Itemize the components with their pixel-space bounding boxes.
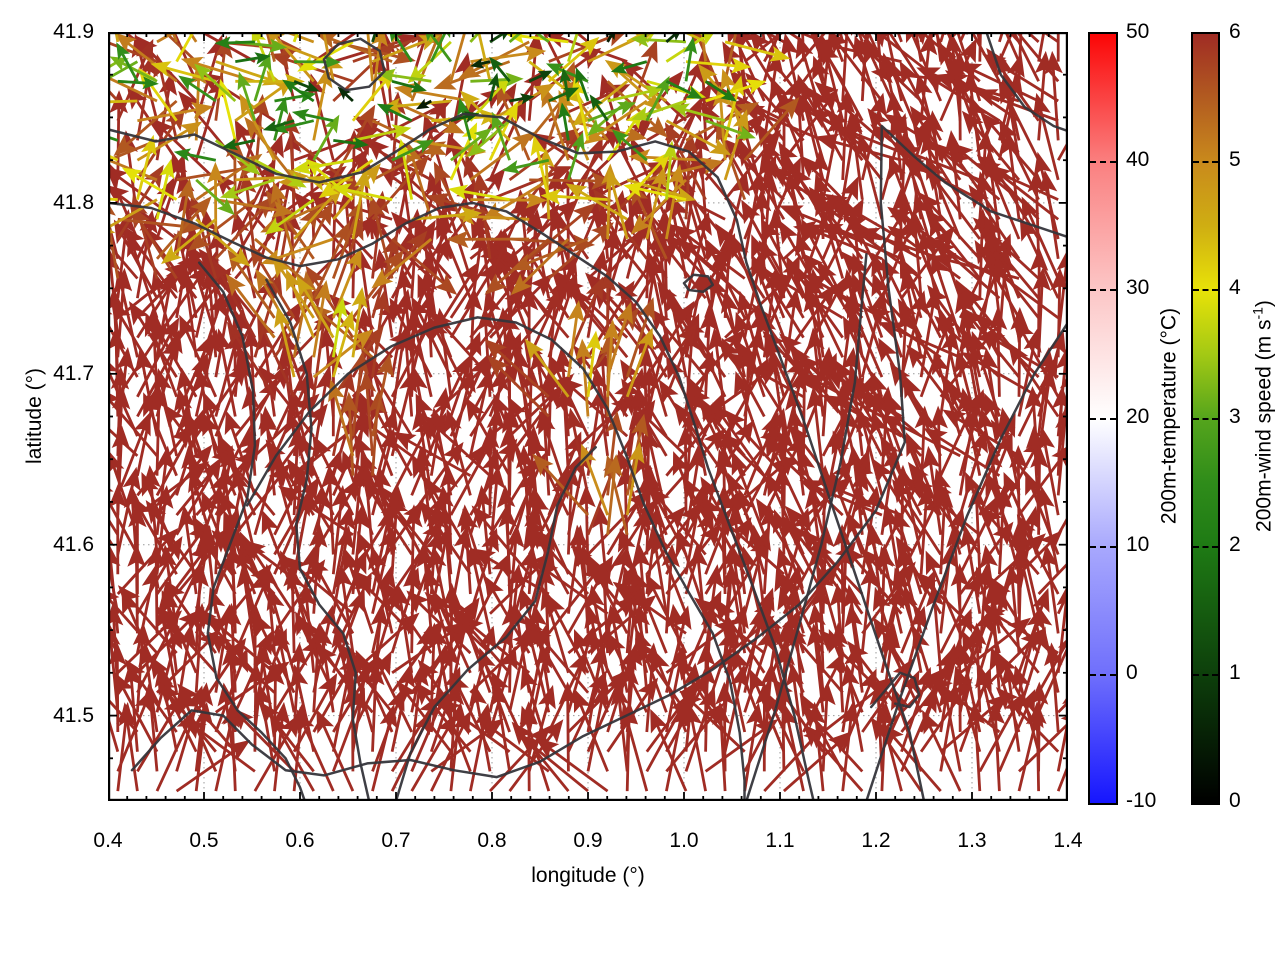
temperature-colorbar-tick-label: 0 (1126, 660, 1138, 684)
wind-speed-colorbar-label-sup: -1 (1249, 307, 1266, 320)
x-tick-label: 0.9 (573, 829, 603, 852)
x-tick-label: 0.4 (93, 829, 123, 852)
x-tick-label: 0.6 (285, 829, 315, 852)
wind-speed-colorbar (1191, 32, 1220, 805)
colorbar-tick-dash (1193, 545, 1218, 548)
colorbar-tick-dash (1193, 289, 1218, 292)
x-tick-label: 0.7 (381, 829, 411, 852)
temperature-colorbar-tick-label: 10 (1126, 532, 1150, 556)
temperature-colorbar-tick-label: 20 (1126, 404, 1150, 428)
temperature-colorbar-tick-label: 50 (1126, 20, 1150, 43)
y-tick-label: 41.7 (53, 361, 94, 385)
colorbar-tick-dash (1193, 161, 1218, 164)
x-tick-label: 0.5 (189, 829, 219, 852)
temperature-colorbar-tick-label: 30 (1126, 276, 1150, 300)
colorbar-tick-dash (1090, 545, 1116, 548)
colorbar-tick-dash (1090, 289, 1116, 292)
wind-speed-colorbar-tick-label: 1 (1229, 660, 1241, 684)
colorbar-tick-dash (1090, 417, 1116, 420)
x-tick-label: 1.2 (861, 829, 891, 852)
x-tick-label: 1.0 (669, 829, 699, 852)
x-tick-label: 1.3 (957, 829, 987, 852)
x-tick-label: 1.4 (1053, 829, 1083, 852)
x-tick-label: 1.1 (765, 829, 795, 852)
colorbar-tick-dash (1193, 673, 1218, 676)
colorbar-tick-dash (1090, 673, 1116, 676)
temperature-colorbar-tick-label: 40 (1126, 148, 1150, 172)
wind-speed-colorbar-tick-label: 3 (1229, 404, 1241, 428)
wind-speed-colorbar-tick-label: 4 (1229, 276, 1241, 300)
plot-area (108, 32, 1068, 801)
wind-speed-colorbar-tick-label: 2 (1229, 532, 1241, 556)
y-tick-label: 41.8 (53, 190, 94, 214)
y-tick-label: 41.5 (53, 703, 94, 727)
colorbar-tick-dash (1090, 161, 1116, 164)
wind-speed-colorbar-tick-label: 0 (1229, 789, 1241, 812)
wind-speed-colorbar-tick-label: 5 (1229, 148, 1241, 172)
wind-speed-colorbar-tick-label: 6 (1229, 20, 1241, 43)
temperature-colorbar-tick-label: -10 (1126, 789, 1157, 812)
x-axis-label: longitude (°) (531, 864, 645, 887)
colorbar-tick-dash (1193, 417, 1218, 420)
y-tick-label: 41.9 (53, 20, 94, 43)
x-tick-label: 0.8 (477, 829, 507, 852)
y-tick-label: 41.6 (53, 532, 94, 556)
temperature-colorbar (1088, 32, 1118, 805)
